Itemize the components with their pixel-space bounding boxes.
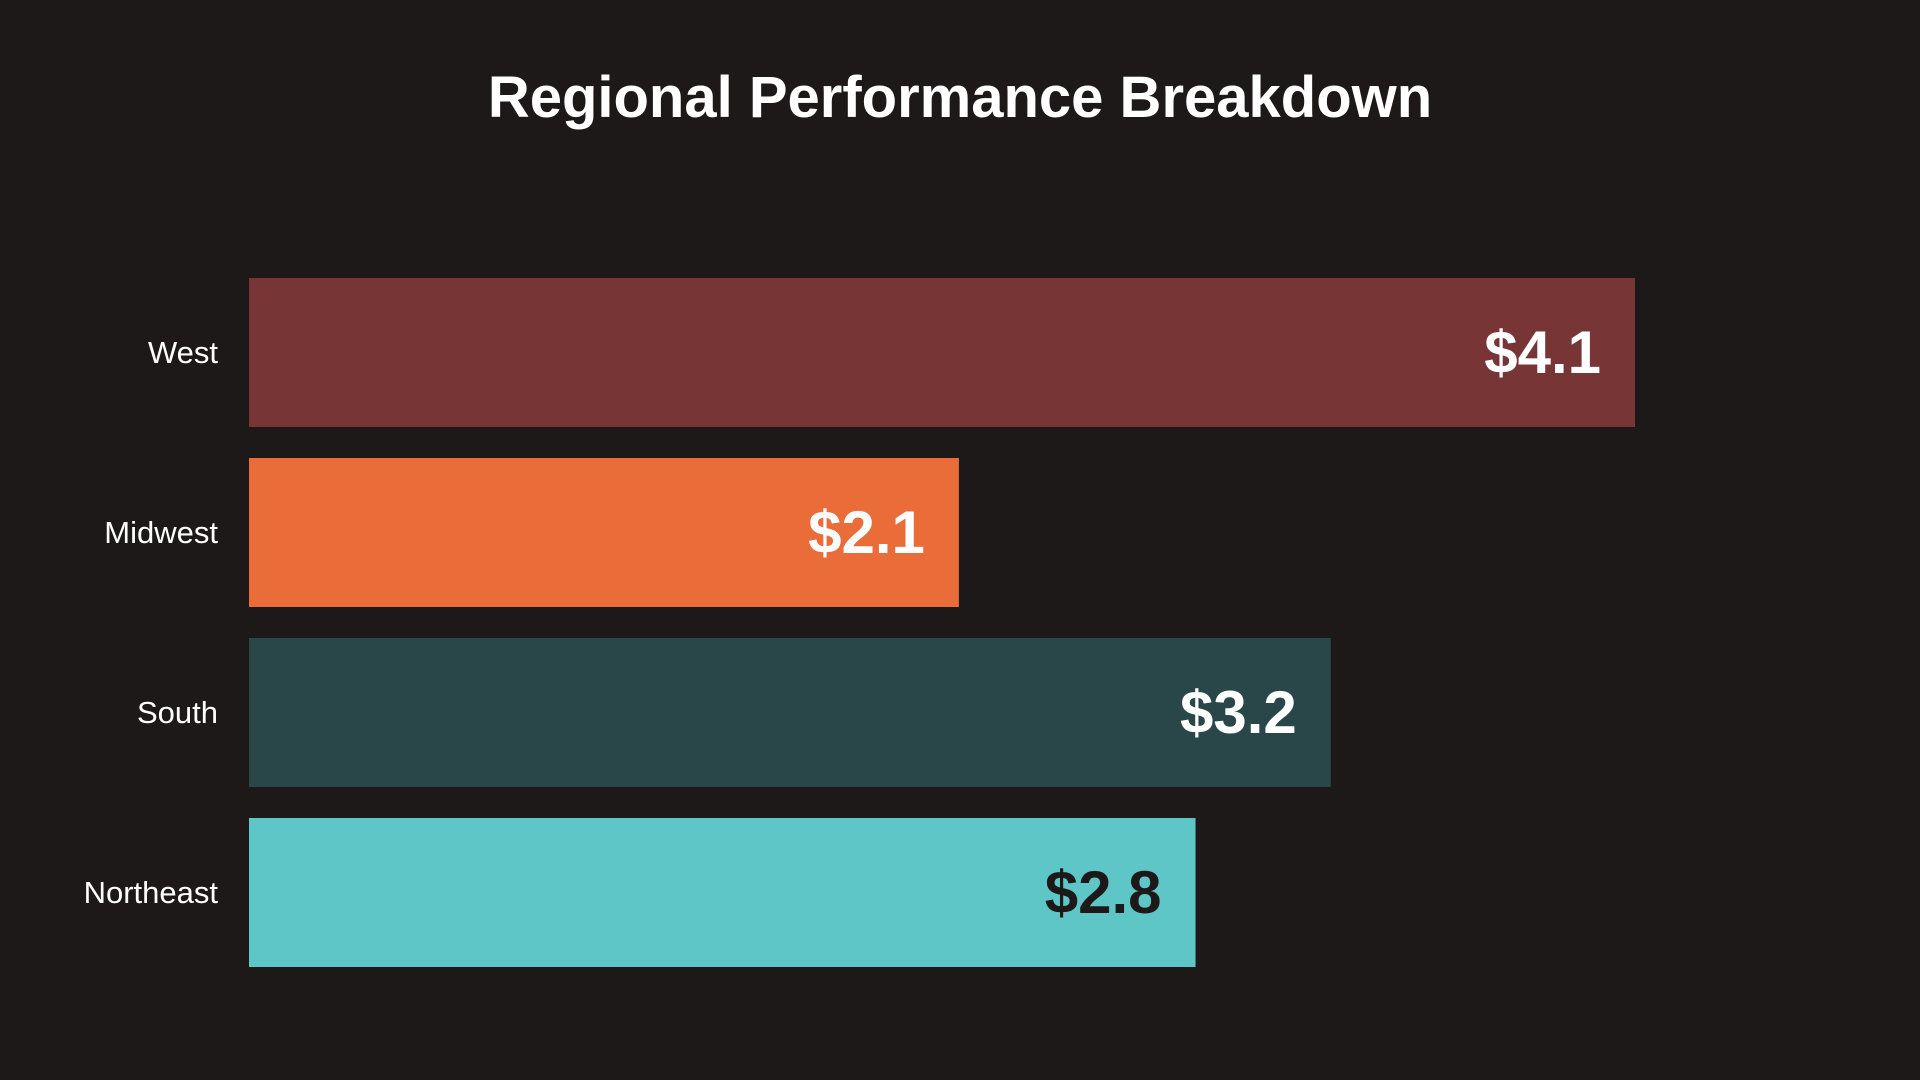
category-label-midwest: Midwest (104, 515, 218, 550)
chart-title: Regional Performance Breakdown (487, 65, 1433, 130)
bar-south (249, 638, 1331, 787)
bar-west (249, 278, 1635, 427)
value-label-northeast: $2.8 (1045, 859, 1162, 926)
category-label-south: South (137, 695, 218, 730)
bar-group-northeast: Northeast $2.8 (84, 818, 1196, 967)
bar-group-midwest: Midwest $2.1 (104, 458, 959, 607)
bar-midwest (249, 458, 959, 607)
bar-group-west: West $4.1 (148, 278, 1635, 427)
value-label-west: $4.1 (1484, 319, 1601, 386)
value-label-midwest: $2.1 (808, 499, 925, 566)
value-label-south: $3.2 (1180, 679, 1297, 746)
bar-northeast (249, 818, 1196, 967)
bar-group-south: South $3.2 (137, 638, 1331, 787)
category-label-northeast: Northeast (84, 875, 219, 910)
category-label-west: West (148, 335, 218, 370)
